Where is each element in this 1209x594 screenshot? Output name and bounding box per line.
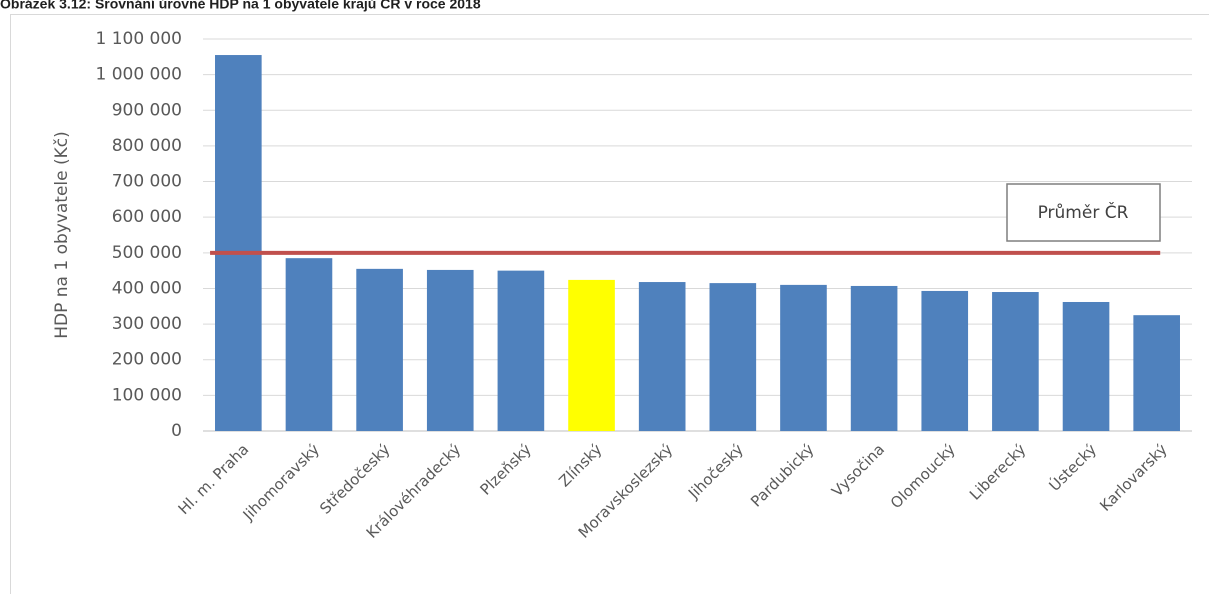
bar bbox=[921, 290, 969, 431]
y-tick-label: 500 000 bbox=[112, 243, 182, 263]
bar bbox=[426, 269, 474, 431]
y-tick-label: 900 000 bbox=[112, 100, 182, 120]
bar bbox=[780, 284, 827, 431]
bar bbox=[638, 282, 686, 431]
y-tick-label: 0 bbox=[171, 421, 182, 441]
bar bbox=[285, 258, 333, 431]
average-label-box bbox=[1006, 183, 1161, 242]
bar bbox=[1062, 301, 1110, 431]
chart-title: Obrázek 3.12: Srovnání úrovně HDP na 1 o… bbox=[0, 0, 481, 12]
y-axis-label: HDP na 1 obyvatele (Kč) bbox=[52, 131, 72, 339]
y-tick-label: 100 000 bbox=[112, 385, 182, 405]
bar bbox=[497, 270, 545, 431]
y-tick-label: 600 000 bbox=[112, 207, 182, 227]
bar bbox=[850, 285, 898, 431]
y-tick-label: 200 000 bbox=[112, 350, 182, 370]
average-label: Průměr ČR bbox=[1038, 201, 1129, 223]
bar bbox=[215, 55, 262, 431]
y-tick-label: 1 000 000 bbox=[95, 65, 182, 85]
y-tick-label: 400 000 bbox=[112, 278, 182, 298]
y-tick-label: 300 000 bbox=[112, 314, 182, 334]
bar bbox=[709, 283, 757, 431]
bar bbox=[1133, 315, 1180, 431]
bar bbox=[568, 279, 615, 431]
y-tick-label: 1 100 000 bbox=[95, 29, 182, 49]
bar bbox=[356, 268, 403, 431]
y-tick-label: 700 000 bbox=[112, 172, 182, 192]
bar bbox=[992, 292, 1039, 431]
y-tick-label: 800 000 bbox=[112, 136, 182, 156]
